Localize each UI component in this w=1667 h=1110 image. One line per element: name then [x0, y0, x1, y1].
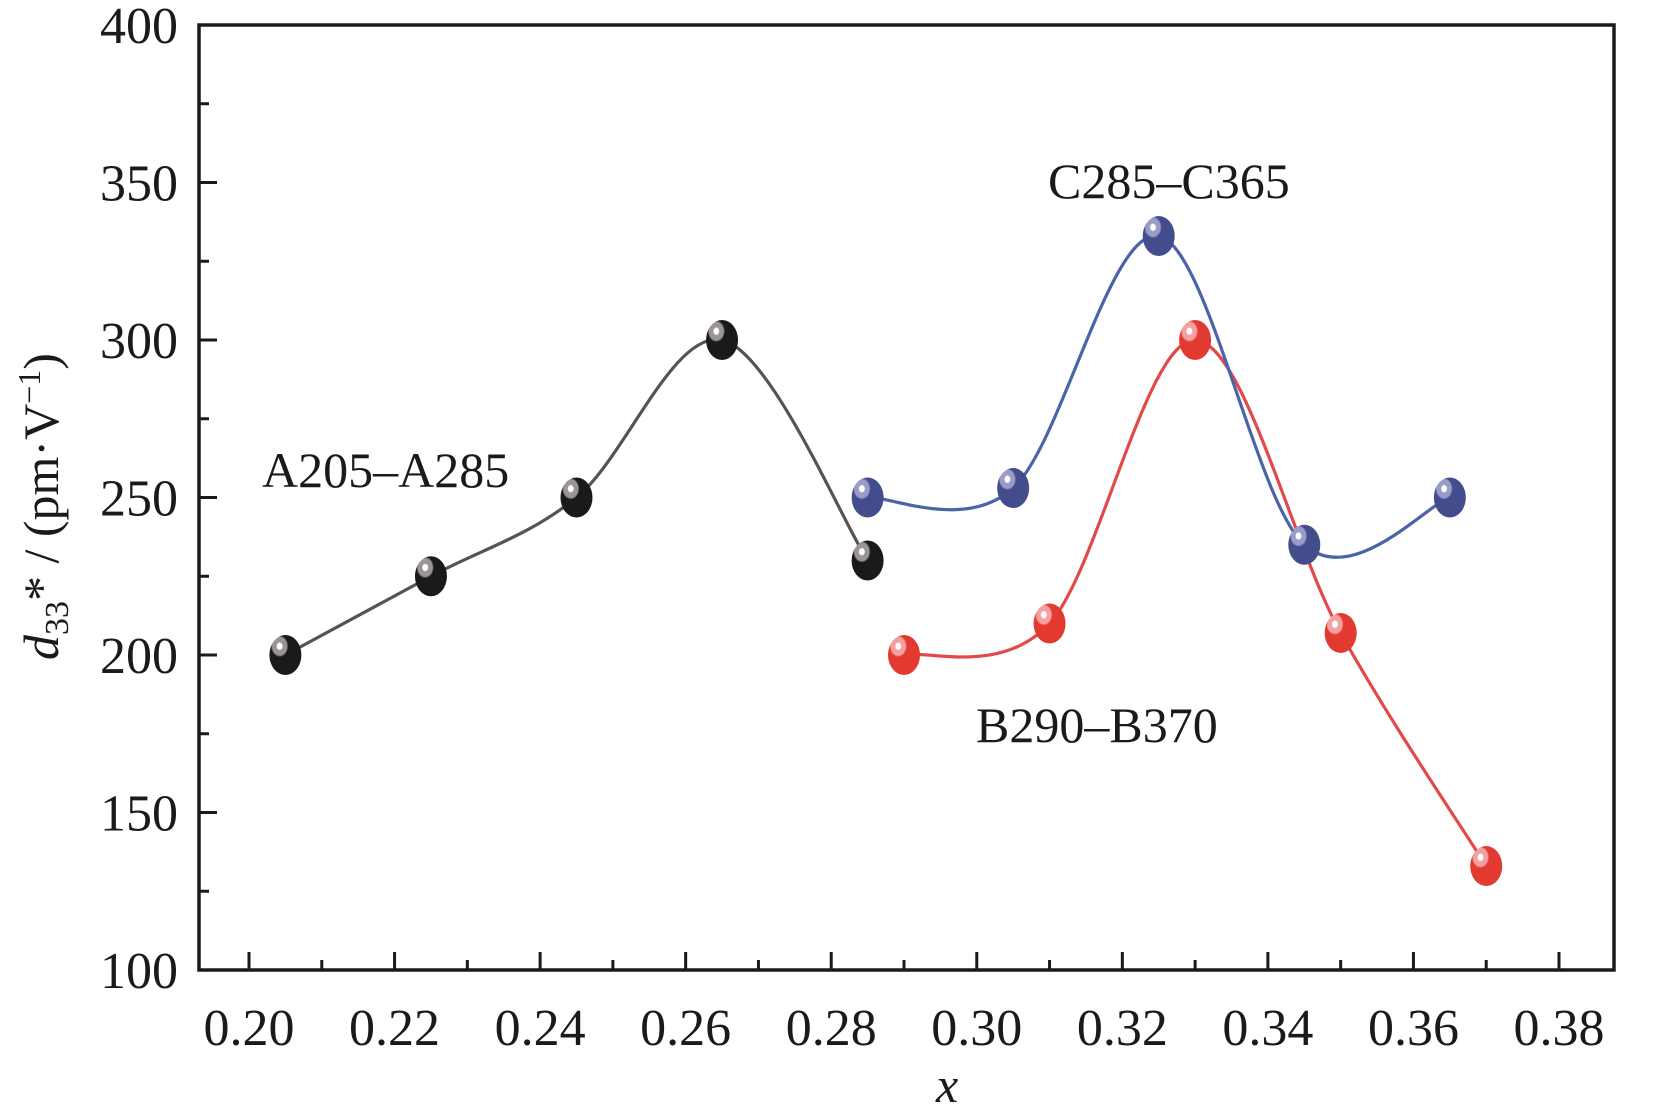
y-tick-label: 400: [100, 0, 178, 55]
x-axis-label: x: [935, 1057, 958, 1110]
data-point: [414, 556, 447, 597]
x-tick-label: 0.28: [786, 1000, 877, 1057]
data-point: [1033, 603, 1066, 644]
data-point: [851, 540, 884, 581]
data-point: [997, 468, 1030, 509]
ticks-layer: [199, 102, 1561, 970]
x-tick-label: 0.22: [349, 1000, 440, 1057]
data-point: [1288, 524, 1321, 565]
y-axis-label-main: d: [13, 634, 69, 660]
data-point: [888, 635, 920, 675]
series-layer: [269, 216, 1503, 887]
x-tick-label: 0.34: [1222, 1000, 1313, 1057]
data-point: [1470, 846, 1503, 887]
annotations: A205–A285 C285–C365 B290–B370: [262, 153, 1290, 753]
data-point: [1179, 320, 1212, 360]
x-tick-label: 0.20: [204, 1000, 295, 1057]
series-1: [851, 216, 1466, 565]
x-tick-label: 0.24: [495, 1000, 586, 1057]
y-axis-label: d33* / (pm·V−1): [11, 353, 76, 660]
x-tick-labels: 0.20 0.22 0.24 0.26 0.28 0.30 0.32 0.34 0.36 0.38: [204, 1000, 1605, 1057]
x-tick-label: 0.30: [931, 1000, 1022, 1057]
y-axis-label-superscript: −1: [11, 370, 47, 404]
data-point: [1324, 612, 1357, 653]
x-tick-label: 0.32: [1077, 1000, 1168, 1057]
x-tick-label: 0.26: [640, 1000, 731, 1057]
x-tick-label: 0.38: [1514, 1000, 1605, 1057]
y-tick-labels: 100 150 200 250 300 350 400: [100, 0, 178, 1000]
data-point: [1142, 216, 1175, 257]
data-point: [269, 635, 302, 675]
series-line: [867, 234, 1451, 559]
annotation-c-series: C285–C365: [1048, 153, 1290, 209]
series-0: [269, 320, 884, 675]
annotation-a-series: A205–A285: [262, 442, 509, 498]
y-axis-label-close: ): [13, 353, 69, 370]
y-tick-label: 350: [100, 156, 178, 213]
y-tick-label: 200: [100, 628, 178, 685]
data-point: [1433, 477, 1466, 518]
series-line: [284, 338, 869, 657]
y-tick-label: 150: [100, 786, 178, 843]
y-axis-label-suffix: * / (pm·V: [13, 404, 69, 601]
y-tick-label: 300: [100, 313, 178, 370]
x-tick-label: 0.36: [1368, 1000, 1459, 1057]
data-point: [851, 477, 884, 518]
y-tick-label: 250: [100, 471, 178, 528]
y-tick-label: 100: [100, 943, 178, 1000]
series-line: [903, 338, 1488, 867]
series-2: [888, 320, 1503, 887]
data-point: [706, 320, 739, 360]
y-axis-label-subscript: 33: [39, 601, 76, 635]
data-point: [560, 477, 593, 518]
annotation-b-series: B290–B370: [976, 697, 1218, 753]
